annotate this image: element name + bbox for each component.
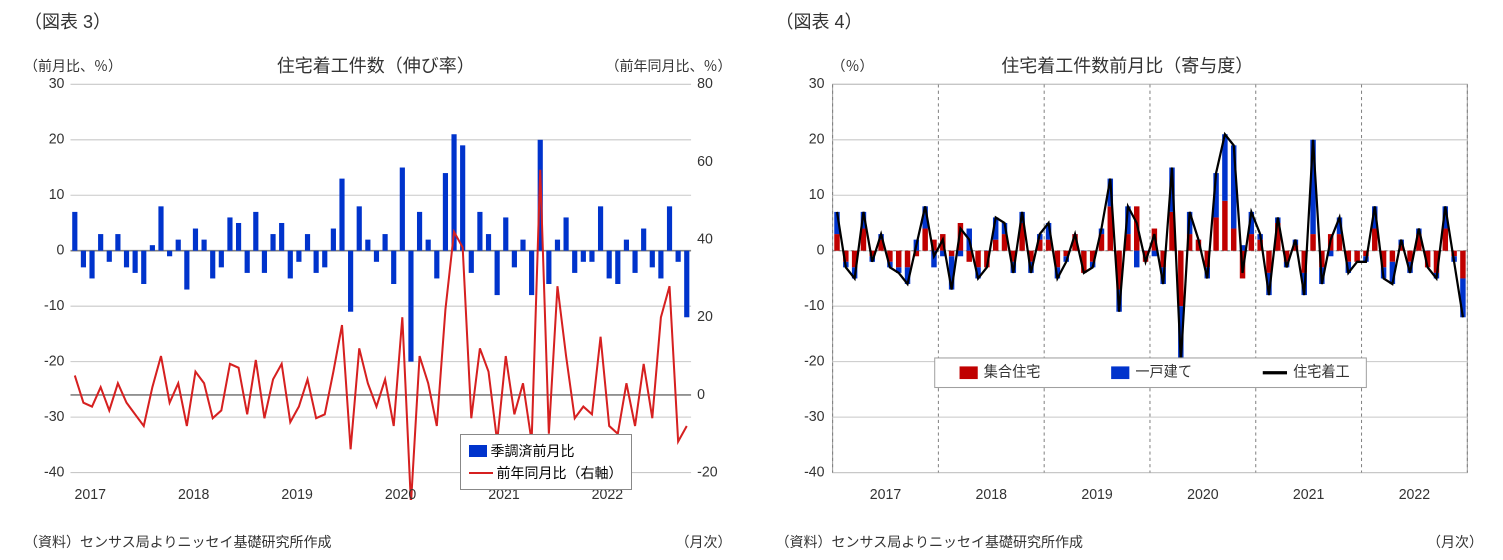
chart3-footer: （資料）センサス局よりニッセイ基礎研究所作成 （月次） [24,532,732,552]
svg-text:0: 0 [57,242,65,258]
svg-text:-40: -40 [804,464,824,480]
chart3-freq: （月次） [676,532,732,552]
svg-text:20: 20 [49,131,65,147]
chart4-source: （資料）センサス局よりニッセイ基礎研究所作成 [776,532,1083,552]
svg-text:-20: -20 [804,353,824,369]
svg-text:2017: 2017 [75,487,106,500]
svg-text:-30: -30 [44,409,64,425]
svg-text:20: 20 [697,309,713,325]
line-swatch-icon [469,472,493,474]
chart3-right-unit: （前年同月比、％） [606,56,732,76]
figure-4-panel: （図表 4） （％） 住宅着工件数前月比（寄与度） -40-30-20-1001… [752,0,1503,560]
svg-text:-10: -10 [44,298,64,314]
svg-text:住宅着工: 住宅着工 [1293,363,1350,380]
legend-item-bar: 季調済前月比 [469,441,623,461]
svg-text:-30: -30 [804,409,824,425]
svg-text:30: 30 [49,78,65,92]
svg-text:0: 0 [697,387,705,403]
svg-text:-20: -20 [697,464,717,480]
svg-text:-40: -40 [44,464,64,480]
svg-text:2020: 2020 [1187,487,1218,500]
figure-3-label: （図表 3） [24,8,744,34]
svg-text:一戸建て: 一戸建て [1135,363,1192,380]
svg-text:2019: 2019 [1081,487,1112,500]
chart4-plot: -40 -30 -20 -10 0 10 20 30 2017 2018 2019 2020 2021 2… [776,78,1484,500]
figure-3-panel: （図表 3） （前月比、％） 住宅着工件数（伸び率） （前年同月比、％） -40… [0,0,752,560]
svg-text:10: 10 [49,187,65,203]
figure-4-label: （図表 4） [776,8,1496,34]
svg-text:-10: -10 [804,298,824,314]
bar-swatch-icon [469,445,487,457]
svg-text:2021: 2021 [1292,487,1323,500]
svg-text:2018: 2018 [975,487,1006,500]
svg-text:2022: 2022 [1398,487,1429,500]
svg-text:2019: 2019 [281,487,312,500]
legend-bar-label: 季調済前月比 [491,441,575,461]
svg-text:30: 30 [808,78,824,92]
svg-text:20: 20 [808,131,824,147]
svg-text:80: 80 [697,78,713,92]
svg-text:2018: 2018 [178,487,209,500]
legend-item-line: 前年同月比（右軸） [469,463,623,483]
chart3-source: （資料）センサス局よりニッセイ基礎研究所作成 [24,532,331,552]
chart4-title: 住宅着工件数前月比（寄与度） [752,52,1503,78]
svg-text:60: 60 [697,154,713,170]
legend-line-label: 前年同月比（右軸） [497,463,623,483]
svg-text:10: 10 [808,187,824,203]
chart3-legend: 季調済前月比 前年同月比（右軸） [460,434,632,490]
svg-text:2017: 2017 [869,487,900,500]
svg-text:0: 0 [816,242,824,258]
chart4-footer: （資料）センサス局よりニッセイ基礎研究所作成 （月次） [776,532,1484,552]
svg-text:集合住宅: 集合住宅 [983,363,1040,380]
chart4-freq: （月次） [1427,532,1483,552]
svg-text:40: 40 [697,231,713,247]
svg-text:2020: 2020 [385,487,416,500]
svg-text:-20: -20 [44,353,64,369]
